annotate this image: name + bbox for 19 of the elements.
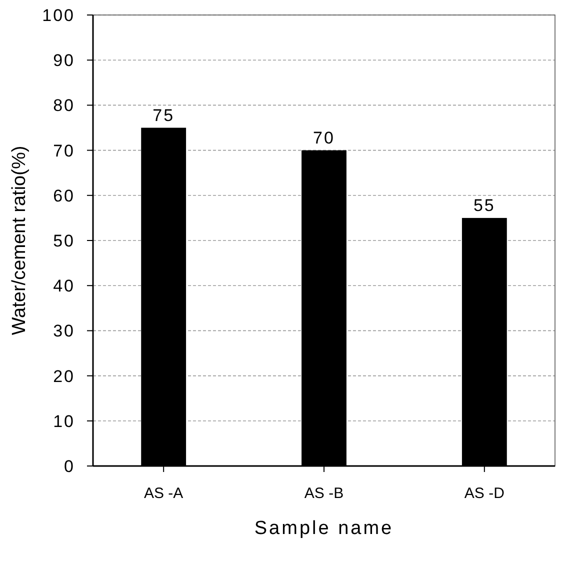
y-tick-label: 90 <box>53 51 75 70</box>
y-tick-label: 40 <box>53 276 75 296</box>
y-tick-label: 100 <box>42 6 75 25</box>
y-axis-title: Water/cement ratio(%) <box>9 146 30 336</box>
x-tick-label: AS -A <box>144 485 184 502</box>
y-tick-label: 50 <box>53 231 75 250</box>
data-label: 55 <box>473 196 496 215</box>
y-tick-label: 60 <box>53 186 75 206</box>
y-tick-label: 80 <box>53 96 75 116</box>
y-tick-label: 30 <box>53 322 75 341</box>
x-tick-label: AS -D <box>464 485 505 502</box>
x-tick-label: AS -B <box>304 485 344 502</box>
x-axis-title: Sample name <box>254 518 394 539</box>
data-label: 75 <box>152 106 175 125</box>
y-tick-label: 70 <box>53 141 75 160</box>
y-tick-label: 20 <box>53 366 75 386</box>
y-tick-label: 10 <box>53 412 75 431</box>
y-tick-label: 0 <box>64 456 75 476</box>
data-label: 70 <box>313 128 335 148</box>
